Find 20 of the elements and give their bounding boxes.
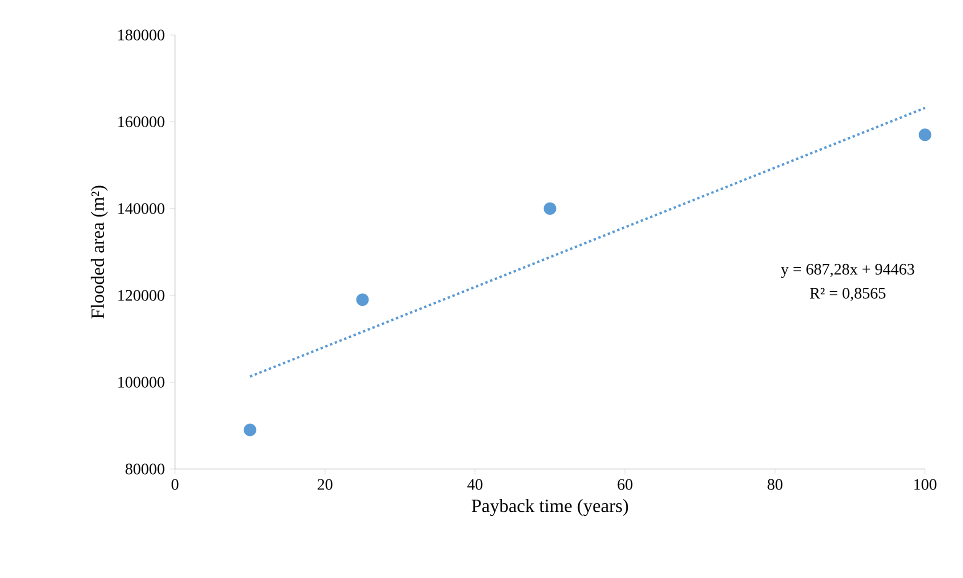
y-tick-label: 120000: [118, 290, 164, 301]
x-tick-label: 40: [467, 479, 482, 490]
point: [244, 424, 256, 436]
point: [918, 128, 932, 142]
x-tick-label: 100: [914, 479, 936, 490]
x-tick-label: 80: [768, 479, 782, 490]
x-tick-label: 0: [172, 479, 178, 490]
y-tick-label: 180000: [118, 30, 164, 40]
y-tick-label: 100000: [118, 376, 164, 388]
x-axis-title: Payback time (years): [472, 498, 628, 516]
point: [544, 202, 556, 215]
y-tick-label: 140000: [118, 203, 164, 214]
x-tick-label: 20: [318, 479, 332, 490]
y-tick-label: 80000: [126, 464, 164, 474]
annotation: R² = 0,8565: [810, 288, 886, 301]
annotation: y = 687,28x + 94463: [780, 264, 914, 278]
point: [356, 293, 369, 306]
x-tick-label: 60: [618, 479, 632, 490]
y-tick-label: 160000: [118, 116, 164, 128]
y-axis-title: Flooded area (m²): [90, 186, 108, 319]
